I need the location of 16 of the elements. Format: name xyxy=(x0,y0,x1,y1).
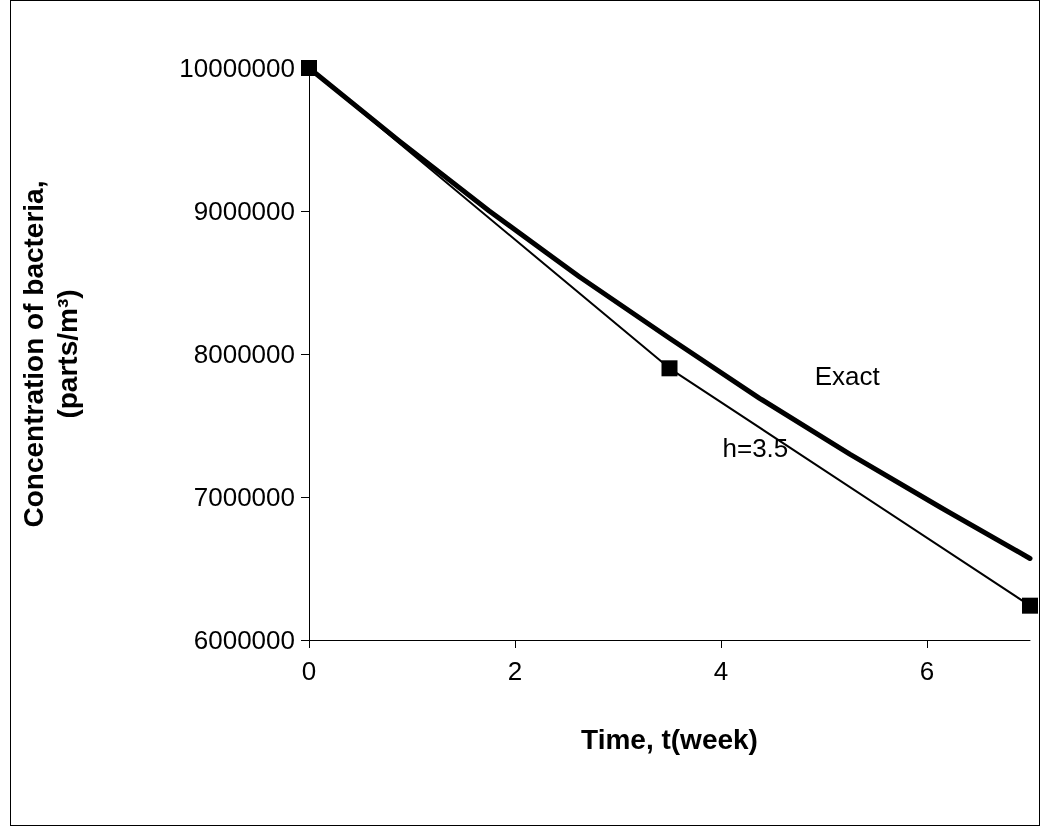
x-tick-label: 6 xyxy=(919,656,935,686)
y-tick-label: 7000000 xyxy=(193,482,295,512)
x-tick-label: 2 xyxy=(507,656,523,686)
point xyxy=(1022,597,1038,614)
x-tick-label: 0 xyxy=(301,656,317,686)
y-tick-label: 6000000 xyxy=(193,625,295,655)
point xyxy=(301,60,317,76)
series-label: Exact xyxy=(814,361,881,392)
y-tick-label: 9000000 xyxy=(193,196,295,226)
y-axis-title: Concentration of bacteria, (parts/m³) xyxy=(17,180,83,528)
series-label: h=3.5 xyxy=(722,433,789,464)
y-tick-label: 8000000 xyxy=(193,339,295,369)
x-tick-label: 4 xyxy=(713,656,729,686)
x-axis-title: Time, t(week) xyxy=(581,723,758,755)
point xyxy=(661,360,678,377)
y-tick-label: 10000000 xyxy=(179,53,295,83)
